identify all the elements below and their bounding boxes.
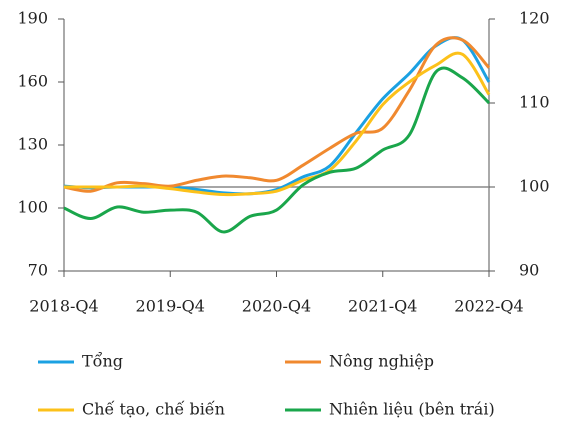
legend-label: Tổng (82, 352, 123, 371)
line-series (63, 36, 491, 193)
y2-tick-label: 120 (519, 9, 550, 28)
line-series (63, 51, 491, 197)
y2-tick-label: 110 (519, 93, 550, 112)
x-tick-label: 2021-Q4 (348, 297, 417, 316)
x-tick-label: 2018-Q4 (29, 297, 98, 316)
y-tick-label: 160 (17, 72, 48, 91)
y-tick-label: 70 (28, 261, 48, 280)
x-tick-label: 2019-Q4 (136, 297, 205, 316)
legend-label: Chế tạo, chế biến (82, 400, 225, 419)
x-tick-label: 2022-Q4 (454, 297, 523, 316)
y-tick-label: 100 (17, 198, 48, 217)
line-series (63, 66, 491, 234)
x-tick-label: 2020-Q4 (242, 297, 311, 316)
legend-label: Nông nghiệp (329, 352, 434, 371)
y-tick-label: 130 (17, 135, 48, 154)
legend-label: Nhiên liệu (bên trái) (329, 400, 495, 419)
y-tick-label: 190 (17, 9, 48, 28)
y2-tick-label: 100 (519, 177, 550, 196)
y2-tick-label: 90 (519, 261, 539, 280)
